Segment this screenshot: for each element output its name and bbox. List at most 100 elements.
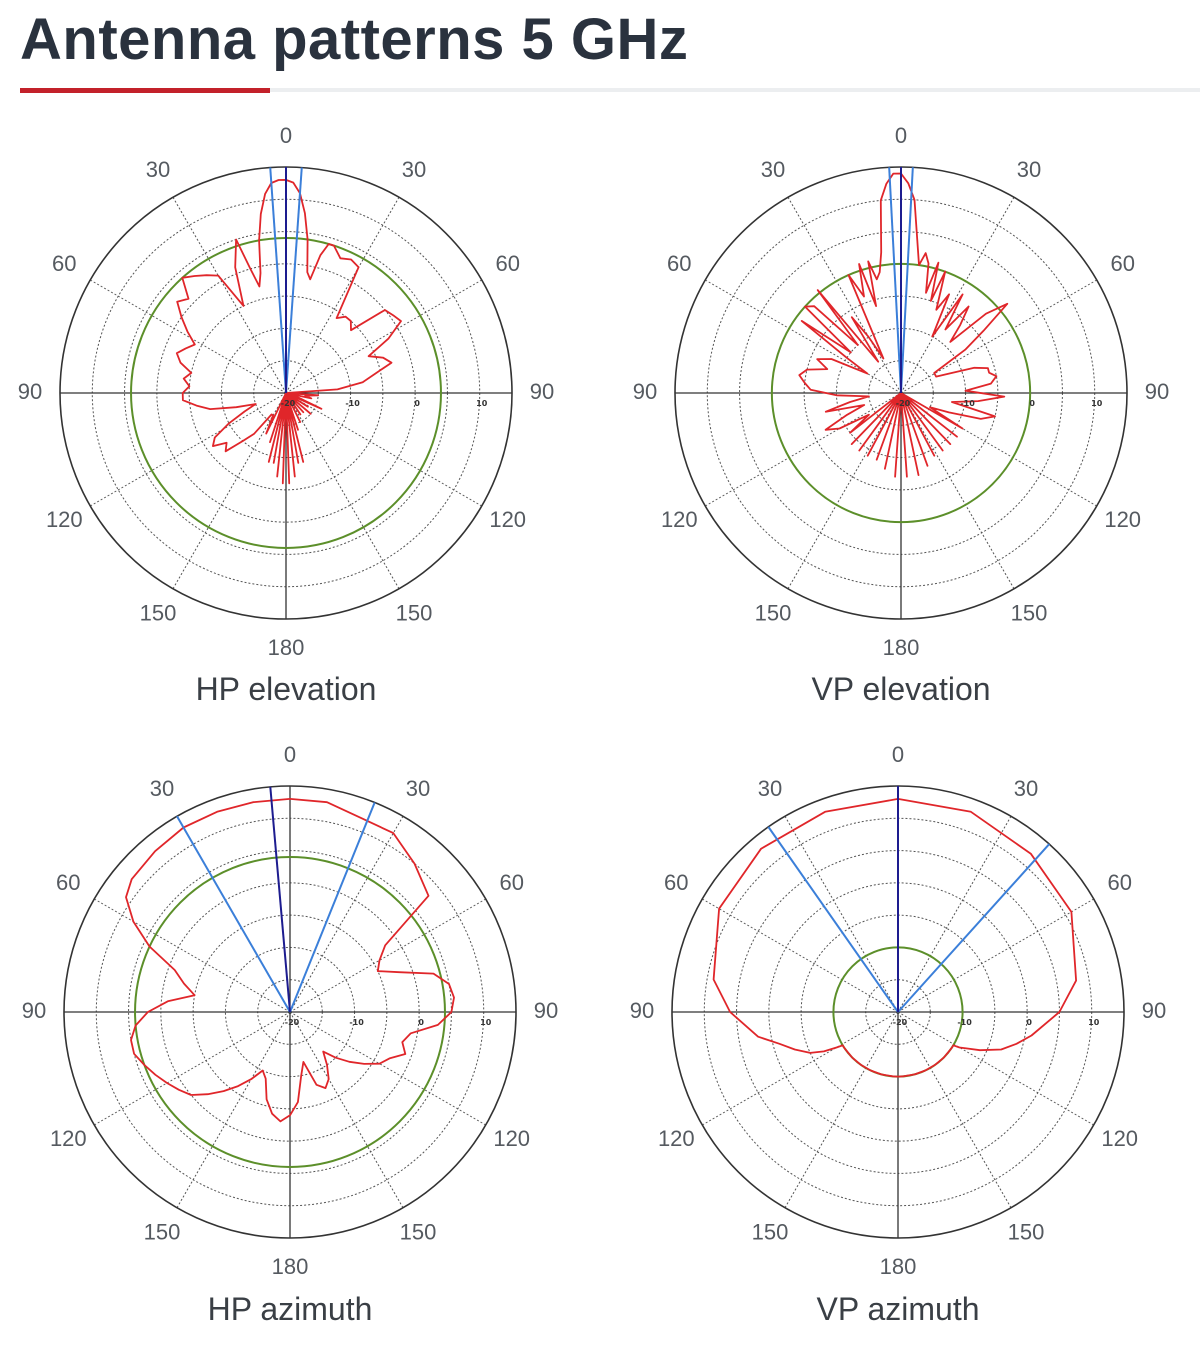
polar-chart-3: -20 -10 0 10 0 30 60 90 120 150 180 150 120 90 60 30 HP … <box>22 742 558 1327</box>
chart-title: HP azimuth <box>208 1291 373 1327</box>
angle-tick-label: 90 <box>633 379 657 404</box>
angle-tick-label: 180 <box>880 1254 917 1279</box>
beam-line <box>897 843 1050 1013</box>
radial-tick-label: 0 <box>1026 1018 1032 1027</box>
pattern-curve <box>798 172 1009 478</box>
grid-spoke <box>787 392 902 589</box>
angle-tick-label: 120 <box>658 1126 695 1151</box>
page-title: Antenna patterns 5 GHz <box>20 7 689 72</box>
grid-spoke <box>702 898 899 1013</box>
grid-spoke <box>176 1011 291 1208</box>
outer-circle <box>63 785 517 1239</box>
polar-chart-4: -20 -10 0 10 0 30 60 90 120 150 180 150 120 90 60 30 VP … <box>630 742 1166 1327</box>
angle-tick-label: 0 <box>895 123 907 148</box>
angle-tick-label: 30 <box>406 776 430 801</box>
angle-tick-label: 0 <box>892 742 904 767</box>
grid-spoke <box>784 816 899 1013</box>
grid-spoke <box>285 197 400 394</box>
radial-tick-label: -10 <box>957 1018 972 1027</box>
grid-spoke <box>94 898 291 1013</box>
grid-spoke <box>705 279 902 394</box>
grid-spoke <box>90 392 287 507</box>
grid-spoke <box>897 816 1012 1013</box>
radial-tick-label: -10 <box>349 1018 364 1027</box>
angle-tick-label: 30 <box>402 157 426 182</box>
angle-tick-label: 120 <box>489 507 526 532</box>
grid-spoke <box>897 898 1094 1013</box>
angle-tick-label: 60 <box>495 251 519 276</box>
angle-tick-label: 120 <box>493 1126 530 1151</box>
beam-line <box>285 167 303 394</box>
angle-tick-label: 60 <box>56 870 80 895</box>
angle-tick-label: 150 <box>1008 1220 1045 1245</box>
angle-tick-label: 90 <box>630 998 654 1023</box>
angle-tick-label: 120 <box>1101 1126 1138 1151</box>
radial-tick-label: 10 <box>1088 1018 1100 1027</box>
grid-spoke <box>172 197 287 394</box>
radial-tick-label: 0 <box>418 1018 424 1027</box>
grid-spoke <box>285 392 400 589</box>
angle-tick-label: 120 <box>46 507 83 532</box>
angle-tick-label: 60 <box>1107 870 1131 895</box>
angle-tick-label: 150 <box>400 1220 437 1245</box>
title-underline <box>20 88 1200 92</box>
angle-tick-label: 120 <box>50 1126 87 1151</box>
grid-spoke <box>172 392 287 589</box>
angle-tick-label: 180 <box>268 635 305 660</box>
boresight-line <box>269 786 291 1013</box>
angle-tick-label: 150 <box>396 601 433 626</box>
grid-spoke <box>90 279 287 394</box>
polar-chart-1: -20 -10 0 10 0 30 60 90 120 150 180 150 120 90 60 30 HP … <box>18 123 554 707</box>
angle-tick-label: 0 <box>280 123 292 148</box>
grid-spoke <box>702 1011 899 1126</box>
angle-tick-label: 30 <box>761 157 785 182</box>
grid-spoke <box>289 1011 404 1208</box>
angle-tick-label: 90 <box>530 379 554 404</box>
radial-tick-label: -20 <box>893 1018 908 1027</box>
grid-spoke <box>285 392 482 507</box>
angle-tick-label: 30 <box>1017 157 1041 182</box>
polar-chart-2: -20 -10 0 10 0 30 60 90 120 150 180 150 120 90 60 30 VP … <box>633 123 1169 707</box>
grid-spoke <box>900 279 1097 394</box>
angle-tick-label: 150 <box>140 601 177 626</box>
grid-spoke <box>787 197 902 394</box>
grid-spoke <box>900 197 1015 394</box>
radial-tick-label: -20 <box>896 399 911 408</box>
radial-tick-label: 10 <box>476 399 488 408</box>
grid-spoke <box>897 1011 1012 1208</box>
angle-tick-label: 60 <box>664 870 688 895</box>
beam-line <box>900 167 914 394</box>
angle-tick-label: 60 <box>499 870 523 895</box>
angle-tick-label: 90 <box>22 998 46 1023</box>
angle-tick-label: 30 <box>758 776 782 801</box>
angle-tick-label: 60 <box>52 251 76 276</box>
grid-spoke <box>897 1011 1094 1126</box>
pattern-curve <box>712 798 1077 1078</box>
angle-tick-label: 150 <box>1011 601 1048 626</box>
grid-spoke <box>784 1011 899 1208</box>
angle-tick-label: 120 <box>1104 507 1141 532</box>
angle-tick-label: 30 <box>150 776 174 801</box>
pattern-curve <box>175 179 402 485</box>
angle-tick-label: 90 <box>534 998 558 1023</box>
beam-line <box>176 815 291 1013</box>
grid-spoke <box>705 392 902 507</box>
title-underline-accent <box>20 88 270 93</box>
beam-line <box>289 802 376 1013</box>
radial-tick-label: 0 <box>1029 399 1035 408</box>
radial-tick-label: 10 <box>1091 399 1103 408</box>
angle-tick-label: 60 <box>667 251 691 276</box>
angle-tick-label: 60 <box>1110 251 1134 276</box>
beam-line <box>767 826 899 1013</box>
angle-tick-label: 90 <box>1142 998 1166 1023</box>
pattern-curve <box>125 798 455 1123</box>
radial-tick-label: -20 <box>281 399 296 408</box>
angle-tick-label: 120 <box>661 507 698 532</box>
grid-spoke <box>285 279 482 394</box>
angle-tick-label: 90 <box>18 379 42 404</box>
grid-spoke <box>289 816 404 1013</box>
chart-title: VP elevation <box>811 671 990 707</box>
reference-ring <box>134 856 446 1168</box>
grid-spoke <box>289 1011 486 1126</box>
